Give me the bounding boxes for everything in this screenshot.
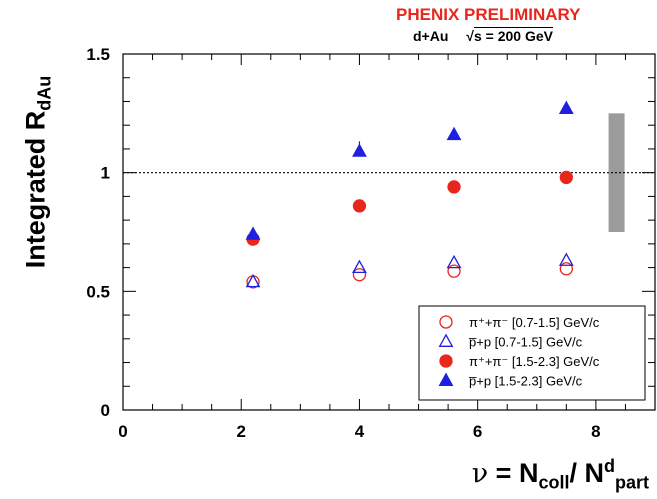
legend-marker bbox=[439, 315, 453, 329]
y-tick-label: 1.5 bbox=[86, 45, 110, 64]
x-axis-label-nu: ν bbox=[471, 457, 489, 489]
x-tick-label: 0 bbox=[118, 422, 127, 441]
data-point bbox=[245, 273, 261, 288]
x-axis-label-sub1: coll bbox=[538, 472, 570, 492]
data-point bbox=[352, 259, 367, 274]
system-text: d+Au bbox=[413, 28, 449, 44]
data-point bbox=[352, 268, 367, 282]
x-axis-label: ν = Ncoll/ Ndpart bbox=[472, 456, 649, 493]
legend-label: p̅+p [0.7-1.5] GeV/c bbox=[469, 335, 583, 350]
x-axis-label-sub2: part bbox=[614, 472, 649, 492]
energy-value: s = 200 GeV bbox=[473, 28, 553, 44]
x-axis-label-slash: / N bbox=[569, 457, 604, 488]
data-point bbox=[447, 180, 461, 194]
data-point bbox=[558, 252, 574, 266]
energy-text: √s = 200 GeV bbox=[466, 28, 553, 44]
data-point bbox=[352, 143, 367, 157]
legend-label: π⁺+π⁻ [0.7-1.5] GeV/c bbox=[469, 315, 600, 330]
y-axis-label-main: Integrated R bbox=[20, 110, 51, 269]
legend-marker bbox=[439, 354, 453, 368]
collision-system-label: d+Au √s = 200 GeV bbox=[413, 28, 553, 44]
y-tick-label: 0 bbox=[101, 401, 110, 420]
data-point bbox=[446, 254, 462, 269]
legend-label: p̅+p [1.5-2.3] GeV/c bbox=[469, 374, 583, 389]
data-point bbox=[245, 226, 261, 240]
legend-box bbox=[418, 305, 646, 401]
data-point bbox=[558, 100, 574, 115]
data-point bbox=[559, 170, 573, 185]
data-point bbox=[447, 264, 461, 278]
x-tick-label: 4 bbox=[355, 422, 365, 441]
y-tick-label: 0.5 bbox=[86, 282, 110, 301]
x-tick-label: 6 bbox=[473, 422, 482, 441]
x-axis-label-sup: d bbox=[603, 455, 615, 476]
x-axis-label-eq: = N bbox=[488, 457, 539, 488]
data-point bbox=[352, 199, 367, 213]
preliminary-label: PHENIX PRELIMINARY bbox=[396, 5, 581, 24]
x-tick-label: 2 bbox=[236, 422, 245, 441]
y-axis-label: Integrated RdAu bbox=[20, 76, 55, 269]
sqrt-sign: √ bbox=[466, 28, 474, 44]
data-point bbox=[446, 126, 462, 141]
y-axis-label-sub: dAu bbox=[34, 75, 55, 111]
legend-marker bbox=[438, 333, 454, 347]
y-tick-label: 1 bbox=[101, 164, 110, 183]
data-point bbox=[559, 262, 573, 276]
x-tick-label: 8 bbox=[591, 422, 600, 441]
legend-marker bbox=[438, 372, 454, 386]
legend-label: π⁺+π⁻ [1.5-2.3] GeV/c bbox=[469, 354, 600, 369]
